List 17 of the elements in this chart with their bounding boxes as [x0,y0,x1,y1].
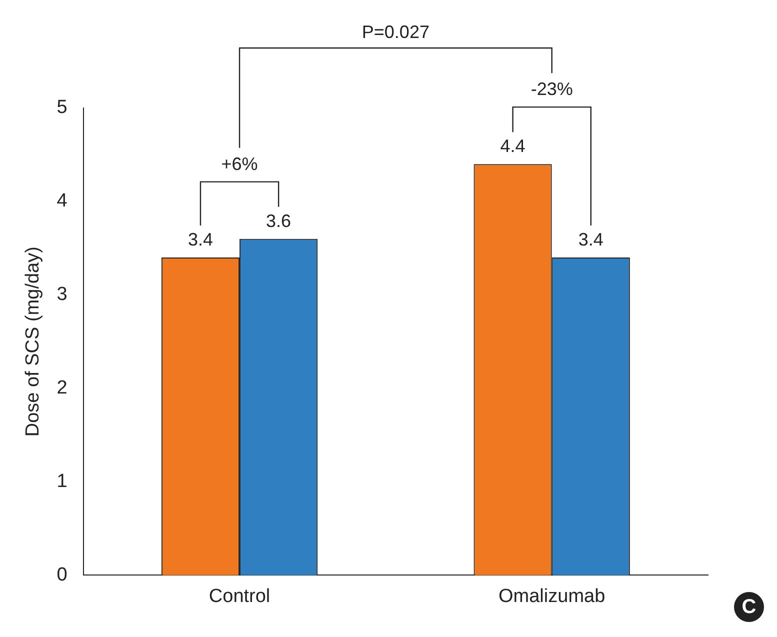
y-axis-title: Dose of SCS (mg/day) [22,246,44,437]
y-tick-label: 1 [56,470,68,492]
annotation: +6% [221,154,258,174]
data-label: 4.4 [500,136,526,156]
y-tick-label: 2 [56,378,68,399]
data-label: 3.6 [266,210,292,231]
x-tick-label: Control [208,586,270,607]
data-label: 3.4 [188,229,213,250]
y-tick-label: 4 [56,190,68,212]
text: -23% [530,79,573,100]
y-tick-label: 3 [56,284,68,306]
y-tick-label: 0 [56,564,68,586]
data-label: 3.4 [578,229,604,250]
x-tick-label: Omalizumab [498,586,606,607]
y-tick-label: 5 [56,97,68,118]
text: P=0.027 [362,22,430,42]
text: C [734,592,764,622]
